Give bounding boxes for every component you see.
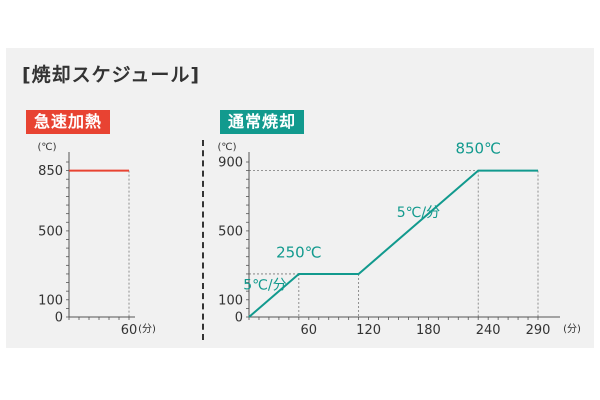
x-unit-label: (分) xyxy=(138,323,156,335)
x-tick-label: 240 xyxy=(476,323,501,338)
normal-incineration-badge: 通常焼却 xyxy=(220,110,305,134)
x-tick-label: 60 xyxy=(301,323,318,338)
y-tick-label: 500 xyxy=(38,224,63,239)
data-annotation: 5℃/分 xyxy=(243,277,286,293)
y-tick-label: 500 xyxy=(218,224,243,239)
y-tick-label: 0 xyxy=(235,311,243,326)
y-tick-label: 850 xyxy=(38,164,63,179)
data-annotation: 850℃ xyxy=(455,139,500,157)
x-tick-label: 290 xyxy=(526,323,551,338)
section-divider xyxy=(202,140,204,340)
y-tick-label: 100 xyxy=(38,293,63,308)
schedule-panel xyxy=(6,48,594,348)
x-tick-label: 60 xyxy=(121,323,138,338)
x-tick-label: 120 xyxy=(356,323,381,338)
y-unit-label: (℃) xyxy=(37,142,56,153)
data-annotation: 250℃ xyxy=(276,244,321,262)
y-tick-label: 900 xyxy=(218,156,243,171)
y-tick-label: 0 xyxy=(55,311,63,326)
y-unit-label: (℃) xyxy=(217,142,236,153)
x-unit-label: (分) xyxy=(563,323,581,335)
schedule-title: [焼却スケジュール] xyxy=(22,64,201,86)
series-line xyxy=(248,169,538,318)
x-tick-label: 180 xyxy=(416,323,441,338)
data-annotation: 5℃/分 xyxy=(397,205,440,221)
rapid-heating-badge: 急速加熱 xyxy=(26,110,111,134)
y-tick-label: 100 xyxy=(218,293,243,308)
